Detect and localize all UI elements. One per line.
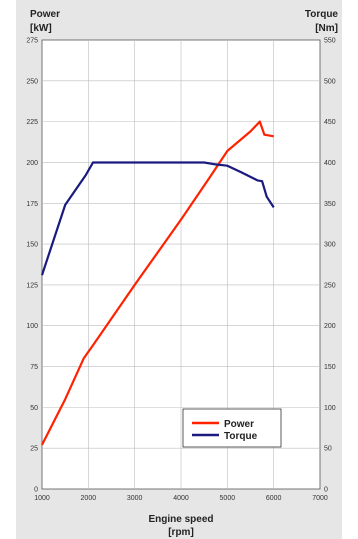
- y-right-tick-label: 150: [324, 364, 336, 371]
- y-left-tick-label: 200: [26, 160, 38, 167]
- y-right-tick-label: 100: [324, 405, 336, 412]
- x-tick-label: 5000: [220, 495, 236, 502]
- y-left-tick-label: 0: [34, 487, 38, 494]
- legend-label-power: Power: [224, 419, 254, 430]
- y-left-tick-label: 75: [30, 364, 38, 371]
- left-axis-title: Power: [30, 9, 60, 20]
- x-tick-label: 7000: [312, 495, 328, 502]
- y-left-tick-label: 150: [26, 242, 38, 249]
- x-tick-label: 2000: [81, 495, 97, 502]
- y-left-tick-label: 275: [26, 38, 38, 45]
- y-left-tick-label: 125: [26, 282, 38, 289]
- y-right-tick-label: 500: [324, 78, 336, 85]
- x-axis-title: Engine speed: [148, 514, 213, 525]
- y-right-tick-label: 300: [324, 242, 336, 249]
- y-right-tick-label: 450: [324, 119, 336, 126]
- y-right-tick-label: 200: [324, 323, 336, 330]
- x-tick-label: 1000: [34, 495, 50, 502]
- y-right-tick-label: 400: [324, 160, 336, 167]
- y-right-tick-label: 550: [324, 38, 336, 45]
- series-lines: [40, 120, 275, 446]
- y-left-tick-label: 225: [26, 119, 38, 126]
- series-line-power: [41, 120, 274, 446]
- legend: Power Torque: [182, 408, 282, 448]
- legend-box: [182, 408, 282, 448]
- x-tick-label: 3000: [127, 495, 143, 502]
- x-axis-unit: [rpm]: [168, 527, 194, 538]
- y-right-tick-label: 350: [324, 201, 336, 208]
- y-right-tick-label: 0: [324, 487, 328, 494]
- y-left-tick-label: 175: [26, 201, 38, 208]
- grid: [42, 40, 320, 489]
- y-left-tick-label: 100: [26, 323, 38, 330]
- ticks: 0 25 50 75 100 125 150 175 200 225 250 275 0 50 100 150…: [26, 38, 335, 503]
- series-line-torque: [40, 161, 275, 276]
- right-axis-unit: [Nm]: [315, 23, 338, 34]
- x-tick-label: 4000: [173, 495, 189, 502]
- y-left-tick-label: 50: [30, 405, 38, 412]
- right-axis-title: Torque: [305, 9, 339, 20]
- y-left-tick-label: 250: [26, 78, 38, 85]
- y-right-tick-label: 50: [324, 446, 332, 453]
- legend-label-torque: Torque: [224, 431, 258, 442]
- y-right-tick-label: 250: [324, 282, 336, 289]
- left-axis-unit: [kW]: [30, 23, 52, 34]
- y-left-tick-label: 25: [30, 446, 38, 453]
- x-tick-label: 6000: [266, 495, 282, 502]
